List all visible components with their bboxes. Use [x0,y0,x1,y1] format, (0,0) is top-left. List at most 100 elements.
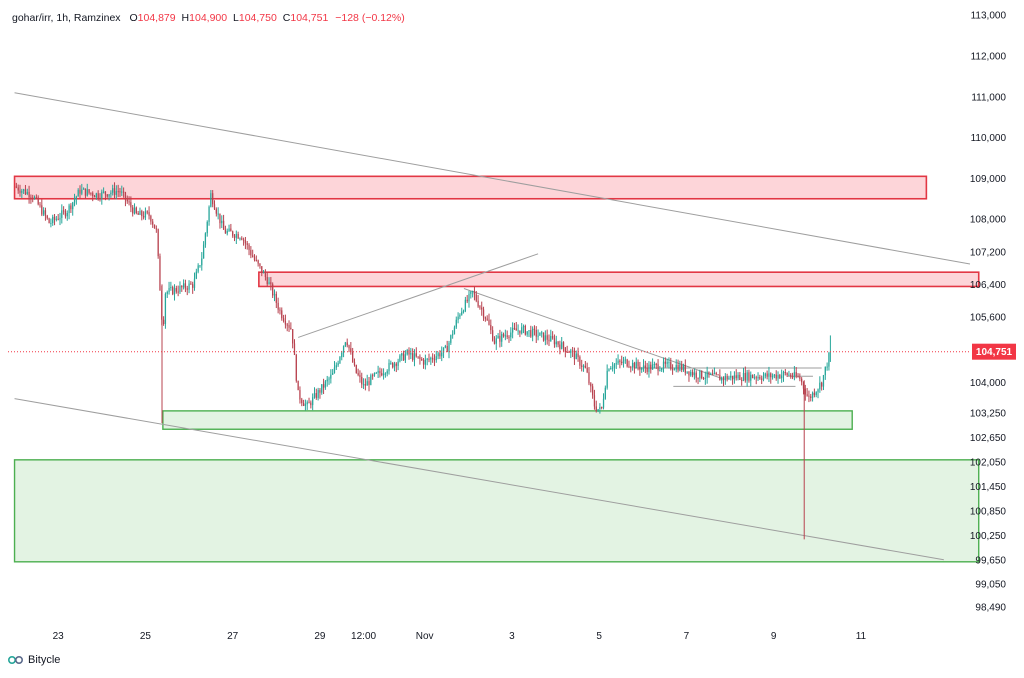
candle-body [790,374,792,377]
candle-body [121,191,123,193]
candle-body [501,334,503,342]
candle-body [662,361,665,369]
time-tick-label: 29 [314,631,326,642]
candle-body [737,374,739,379]
candle-body [95,193,97,198]
candle-body [112,188,114,193]
candle-body [804,388,806,395]
candle-body [72,202,74,210]
candle-body [675,365,677,370]
candle-body [810,396,812,398]
price-axis: 113,000 112,000 111,000 110,000 109,000 108,0… [970,11,1016,614]
candle-body [57,218,59,220]
candle-body [53,216,56,220]
candle-body [330,374,332,379]
price-tick-label: 103,250 [970,408,1007,419]
candle-body [153,224,156,229]
price-tick-label: 110,000 [971,133,1007,144]
candle-body [50,223,52,225]
current-price-tag [972,343,1016,360]
candle-body [221,220,223,224]
candle-body [502,334,505,337]
resistance-zone [258,271,980,288]
time-tick-label: 5 [596,631,602,642]
candle-body [33,197,36,199]
candle-body [713,372,716,375]
candle-body [459,314,461,317]
candle-body [488,319,490,325]
candle-body [466,299,468,302]
candle-body [826,366,828,368]
candle-body [788,374,790,376]
candle-body [326,379,328,382]
candle-body [535,329,537,337]
candle-body [304,404,307,406]
candle-body [204,233,207,245]
candle-body [15,186,17,188]
candle-body [664,361,666,364]
price-tick-label: 99,650 [975,555,1006,566]
candle-body [430,357,432,360]
candle-body [259,263,261,267]
candle-body [470,291,472,294]
candle-body [722,377,725,381]
candle-body [561,342,563,349]
candle-body [606,370,608,388]
candle-body [824,366,826,376]
candle-body [75,196,77,200]
candle-body [152,221,154,225]
candle-body [768,373,770,377]
candle-body [764,373,766,377]
candle-body [695,372,697,378]
candle-body [275,293,277,303]
candle-body [781,375,783,379]
candle-body [819,382,821,390]
candle-body [539,332,541,336]
candle-body [715,372,717,375]
candle-body [562,342,565,348]
candle-body [104,191,107,195]
candle-body [413,353,416,360]
candle-body [421,359,423,361]
candle-body [726,376,728,380]
candle-body [497,335,499,339]
trendline [463,288,722,379]
brand-name: Bitycle [28,654,61,666]
candle-body [393,363,396,368]
candle-body [701,370,703,379]
candle-body [444,346,447,348]
time-tick-label: 11 [856,631,867,642]
candle-body [88,189,90,193]
candle-body [779,374,781,379]
candle-body [177,291,179,293]
candle-body [390,362,392,364]
low-label: L [233,12,239,24]
candle-body [682,364,685,371]
candle-body [99,198,101,200]
candle-body [28,191,30,198]
candle-body [482,309,485,318]
candle-body [528,330,530,332]
candle-body [37,197,39,205]
candle-body [39,204,41,206]
candle-body [630,367,632,369]
candle-body [686,371,688,373]
candle-body [773,374,776,376]
candle-body [426,358,428,360]
candle-body [484,317,487,319]
candle-body [310,402,312,406]
candle-body [762,376,765,380]
candle-body [628,366,630,368]
candle-body [802,382,805,389]
candle-body [733,375,736,380]
candle-body [139,210,141,215]
candle-body [193,278,196,288]
candle-body [128,201,130,203]
candle-body [817,389,819,393]
candle-body [770,373,772,378]
zones-layer [13,175,980,563]
candle-body [702,378,705,380]
candle-body [137,212,139,215]
